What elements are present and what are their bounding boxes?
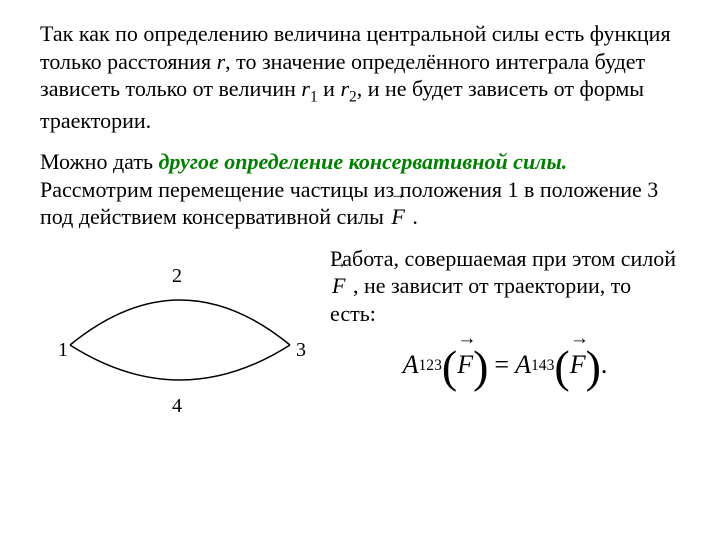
right-text-a: Работа, совершаемая при этом силой — [330, 246, 676, 271]
right-column: Работа, совершаемая при этом силой → F ,… — [320, 245, 680, 384]
p1-r2-sub: 2 — [349, 88, 357, 105]
p2-force-vector: → F — [389, 203, 406, 231]
arc-bottom — [70, 345, 290, 380]
diagram-label-1: 1 — [58, 339, 68, 362]
right-force-vector: → F — [330, 272, 347, 300]
p2-text-b: Рассмотрим перемещение частицы из положе… — [40, 177, 658, 230]
diagram-label-4: 4 — [172, 395, 182, 418]
trajectory-diagram: 1 2 3 4 — [40, 245, 320, 425]
paren-close-icon: ) — [586, 349, 601, 386]
paragraph-1: Так как по определению величина централь… — [40, 20, 680, 134]
p1-r1: r — [301, 76, 310, 101]
p2-emph: другое определение консервативной силы. — [158, 149, 567, 174]
p2-F: F — [391, 204, 404, 229]
p1-r: r — [217, 49, 226, 74]
right-F: F — [332, 273, 345, 298]
eq-sub-left: 123 — [418, 356, 441, 375]
p2-text-a: Можно дать — [40, 149, 158, 174]
page: Так как по определению величина централь… — [0, 0, 720, 540]
paren-open-icon: ( — [554, 349, 569, 386]
eq-F-left: → F — [457, 349, 473, 382]
eq-sub-right: 143 — [531, 356, 554, 375]
p1-r1-sub: 1 — [310, 88, 318, 105]
eq-F-left-sym: F — [457, 350, 473, 379]
eq-period: . — [601, 349, 608, 382]
lower-row: 1 2 3 4 Работа, совершаемая при этом сил… — [40, 245, 680, 425]
diagram-label-3: 3 — [296, 339, 306, 362]
diagram-label-2: 2 — [172, 265, 182, 288]
paren-close-icon: ) — [473, 349, 488, 386]
equation: A123 ( → F ) = A143 ( → F ) . — [330, 347, 680, 384]
eq-A-left: A — [403, 349, 419, 382]
paragraph-2: Можно дать другое определение консервати… — [40, 148, 680, 231]
p1-r2: r — [340, 76, 349, 101]
eq-F-right-sym: F — [570, 350, 586, 379]
eq-F-right: → F — [570, 349, 586, 382]
p1-and: и — [318, 76, 341, 101]
paren-open-icon: ( — [442, 349, 457, 386]
p2-dot: . — [407, 204, 418, 229]
arc-top — [70, 300, 290, 345]
right-paragraph: Работа, совершаемая при этом силой → F ,… — [330, 245, 680, 328]
eq-equals: = — [488, 349, 515, 382]
eq-A-right: A — [515, 349, 531, 382]
right-text-b: , не зависит от траектории, то есть: — [330, 273, 631, 326]
